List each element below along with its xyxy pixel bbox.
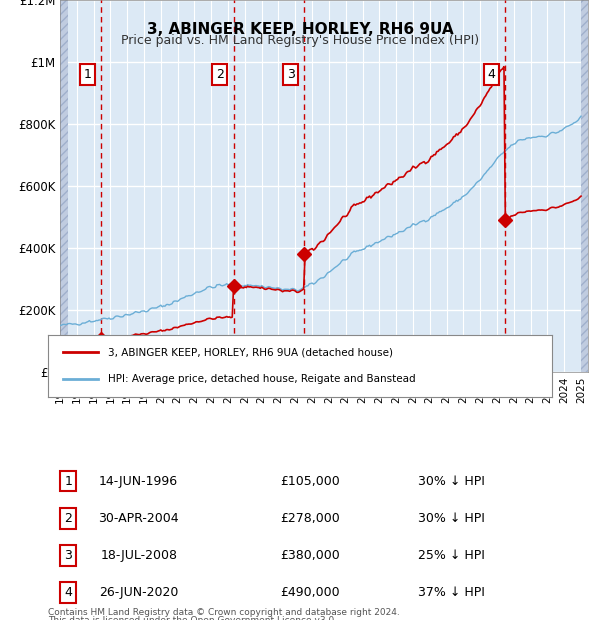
- Text: 3, ABINGER KEEP, HORLEY, RH6 9UA (detached house): 3, ABINGER KEEP, HORLEY, RH6 9UA (detach…: [109, 347, 394, 357]
- Bar: [581, 0, 588, 372]
- Text: HPI: Average price, detached house, Reigate and Banstead: HPI: Average price, detached house, Reig…: [109, 374, 416, 384]
- Text: 30-APR-2004: 30-APR-2004: [98, 512, 179, 525]
- Text: This data is licensed under the Open Government Licence v3.0.: This data is licensed under the Open Gov…: [48, 616, 337, 620]
- Bar: [60, 0, 68, 372]
- Text: 26-JUN-2020: 26-JUN-2020: [99, 587, 178, 599]
- Text: Contains HM Land Registry data © Crown copyright and database right 2024.: Contains HM Land Registry data © Crown c…: [48, 608, 400, 617]
- Text: 37% ↓ HPI: 37% ↓ HPI: [418, 587, 485, 599]
- Text: £380,000: £380,000: [280, 549, 340, 562]
- Text: 30% ↓ HPI: 30% ↓ HPI: [418, 512, 485, 525]
- Text: 25% ↓ HPI: 25% ↓ HPI: [418, 549, 485, 562]
- Text: Price paid vs. HM Land Registry's House Price Index (HPI): Price paid vs. HM Land Registry's House …: [121, 34, 479, 47]
- Text: 30% ↓ HPI: 30% ↓ HPI: [418, 475, 485, 487]
- Text: £490,000: £490,000: [280, 587, 340, 599]
- Text: 18-JUL-2008: 18-JUL-2008: [100, 549, 177, 562]
- Text: 4: 4: [487, 68, 495, 81]
- Text: 1: 1: [64, 475, 72, 487]
- Text: 1: 1: [83, 68, 91, 81]
- Text: 4: 4: [64, 587, 72, 599]
- Text: 3, ABINGER KEEP, HORLEY, RH6 9UA: 3, ABINGER KEEP, HORLEY, RH6 9UA: [146, 22, 454, 37]
- Text: 2: 2: [64, 512, 72, 525]
- Text: 3: 3: [64, 549, 72, 562]
- Text: 3: 3: [287, 68, 295, 81]
- Text: £105,000: £105,000: [280, 475, 340, 487]
- Text: £278,000: £278,000: [280, 512, 340, 525]
- Text: 2: 2: [216, 68, 224, 81]
- Text: 14-JUN-1996: 14-JUN-1996: [99, 475, 178, 487]
